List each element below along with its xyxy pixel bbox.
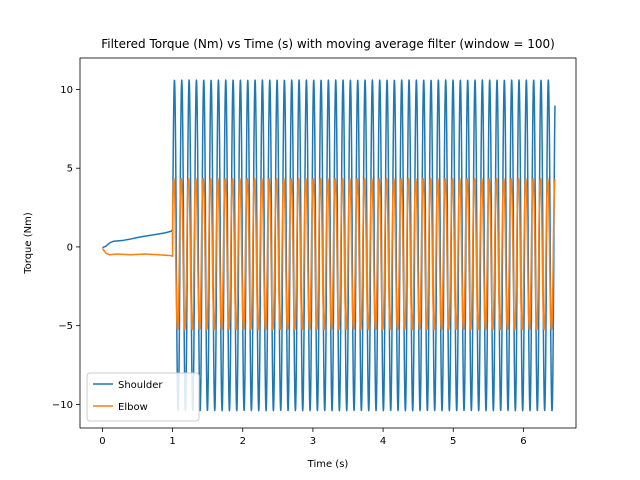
x-tick-label: 5 bbox=[450, 436, 456, 447]
y-tick-label: 10 bbox=[60, 85, 73, 96]
x-axis-label: Time (s) bbox=[307, 459, 349, 470]
y-tick-label: 0 bbox=[67, 242, 73, 253]
x-tick-label: 4 bbox=[380, 436, 386, 447]
series-line-shoulder bbox=[102, 79, 556, 412]
series-line-elbow bbox=[101, 177, 556, 331]
legend-box bbox=[86, 372, 200, 422]
legend: Shoulder Elbow bbox=[86, 372, 200, 422]
y-axis-ticks: −10 −5 0 5 10 bbox=[52, 85, 80, 411]
x-axis-ticks: 0 1 2 3 4 5 6 bbox=[99, 428, 527, 447]
plot-frame bbox=[79, 57, 577, 429]
y-tick-label: 5 bbox=[67, 164, 73, 175]
legend-label-elbow: Elbow bbox=[118, 402, 148, 413]
y-tick-label: −5 bbox=[58, 321, 73, 332]
x-tick-label: 3 bbox=[310, 436, 316, 447]
x-tick-label: 2 bbox=[240, 436, 246, 447]
legend-label-shoulder: Shoulder bbox=[118, 380, 163, 391]
chart-title: Filtered Torque (Nm) vs Time (s) with mo… bbox=[101, 37, 555, 51]
series-layer bbox=[101, 79, 556, 412]
y-tick-label: −10 bbox=[52, 400, 73, 411]
y-axis-label: Torque (Nm) bbox=[23, 212, 34, 275]
x-tick-label: 0 bbox=[99, 436, 105, 447]
x-tick-label: 6 bbox=[520, 436, 526, 447]
plot-area bbox=[79, 57, 577, 429]
x-tick-label: 1 bbox=[169, 436, 175, 447]
